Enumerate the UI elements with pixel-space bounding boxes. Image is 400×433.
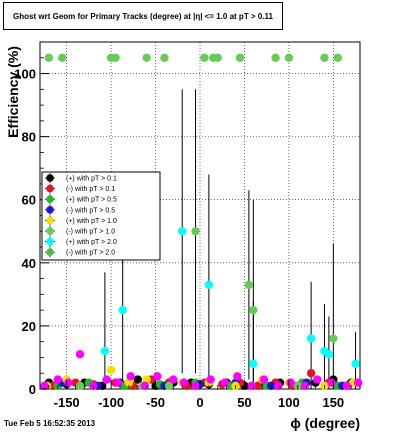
- data-point: [100, 346, 110, 356]
- y-tick-label: 80: [22, 130, 36, 145]
- legend-marker: [46, 195, 54, 203]
- data-point: [206, 375, 215, 384]
- data-point: [284, 53, 294, 62]
- data-point: [342, 381, 351, 391]
- data-point: [327, 378, 336, 387]
- data-point: [354, 378, 363, 387]
- tick-labels: -150 -100 -50 0 50 100 150 0 20 40 60 80 100: [14, 67, 344, 410]
- legend-label: (-) with pT > 0.1: [66, 186, 115, 193]
- data-point: [200, 53, 209, 62]
- legend-box: [41, 171, 161, 261]
- data-point: [300, 381, 310, 391]
- data-point: [333, 53, 342, 62]
- data-point: [351, 359, 360, 368]
- data-point: [53, 375, 62, 384]
- y-axis-label: Efficiency (%): [5, 46, 21, 138]
- data-point: [114, 378, 123, 387]
- data-point: [118, 305, 127, 315]
- data-point: [126, 372, 135, 381]
- data-point: [329, 334, 338, 343]
- data-point: [306, 334, 316, 343]
- chart-title: Ghost wrt Geom for Primary Tracks (degre…: [13, 12, 273, 21]
- data-point: [75, 350, 85, 359]
- data-point: [106, 365, 116, 375]
- legend-label: (+) with pT > 1.0: [66, 218, 117, 225]
- data-point: [164, 381, 174, 391]
- x-tick-label: -100: [98, 395, 124, 410]
- data-point: [249, 359, 258, 368]
- data-point: [274, 381, 283, 391]
- legend: (+) with pT > 0.1 (-) with pT > 0.1 (+) wi…: [41, 171, 161, 261]
- y-tick-label: 60: [22, 193, 36, 208]
- data-point: [259, 375, 269, 384]
- legend-marker: [46, 174, 54, 182]
- data-point: [244, 280, 254, 290]
- data-point: [286, 378, 295, 387]
- data-point: [124, 378, 134, 387]
- data-point: [320, 53, 329, 62]
- data-point: [247, 381, 256, 391]
- data-point: [58, 53, 67, 62]
- x-tick-label: 50: [237, 395, 251, 410]
- x-tick-label: 0: [196, 395, 203, 410]
- data-point: [191, 227, 200, 236]
- legend-label: (-) with pT > 2.0: [66, 250, 115, 257]
- x-tick-label: -50: [146, 395, 165, 410]
- data-point: [178, 227, 187, 236]
- data-point: [253, 381, 262, 391]
- legend-label: (-) with pT > 1.0: [66, 229, 115, 236]
- data-point: [40, 381, 49, 391]
- y-tick-label: 40: [22, 256, 36, 271]
- legend-marker: [46, 206, 54, 214]
- legend-label: (-) with pT > 0.5: [66, 207, 115, 214]
- x-tick-label: 150: [322, 395, 344, 410]
- data-point: [249, 305, 258, 315]
- data-point: [324, 350, 334, 359]
- timestamp: Tue Feb 5 16:52:35 2013: [4, 419, 96, 428]
- legend-label: (+) with pT > 0.5: [66, 197, 117, 204]
- grid: [40, 42, 360, 390]
- data-point: [75, 381, 85, 391]
- data-point: [64, 378, 73, 387]
- data-point: [233, 372, 242, 381]
- x-tick-label: 100: [278, 395, 300, 410]
- data-point: [153, 372, 162, 381]
- y-tick-label: 0: [29, 382, 36, 397]
- legend-marker: [46, 216, 54, 225]
- data-point: [220, 378, 230, 387]
- x-tick-label: -150: [54, 395, 80, 410]
- data-point: [102, 375, 111, 384]
- data-point: [191, 381, 200, 391]
- legend-label: (+) with pT > 0.1: [66, 176, 117, 183]
- data-point: [313, 375, 322, 384]
- data-point: [44, 53, 54, 62]
- legend-marker: [46, 248, 54, 256]
- legend-marker: [46, 227, 54, 235]
- data-point: [235, 53, 245, 62]
- legend-marker: [46, 237, 54, 246]
- data-point: [133, 375, 142, 384]
- data-point: [140, 381, 150, 391]
- x-axis-label: ϕ (degree): [290, 415, 360, 431]
- data-point: [169, 375, 178, 384]
- data-point: [111, 53, 120, 62]
- chart-title-box: Ghost wrt Geom for Primary Tracks (degre…: [3, 2, 283, 30]
- data-point: [204, 280, 214, 290]
- legend-label: (+) with pT > 2.0: [66, 239, 117, 246]
- data-point: [160, 53, 169, 62]
- data-point: [213, 53, 222, 62]
- data-point: [179, 378, 189, 387]
- data-point: [142, 53, 151, 62]
- y-tick-label: 100: [14, 67, 36, 82]
- data-points: [40, 53, 363, 391]
- legend-marker: [46, 184, 54, 193]
- data-point: [142, 375, 151, 384]
- data-point: [306, 369, 316, 378]
- data-point: [271, 53, 280, 62]
- y-tick-label: 20: [22, 319, 36, 334]
